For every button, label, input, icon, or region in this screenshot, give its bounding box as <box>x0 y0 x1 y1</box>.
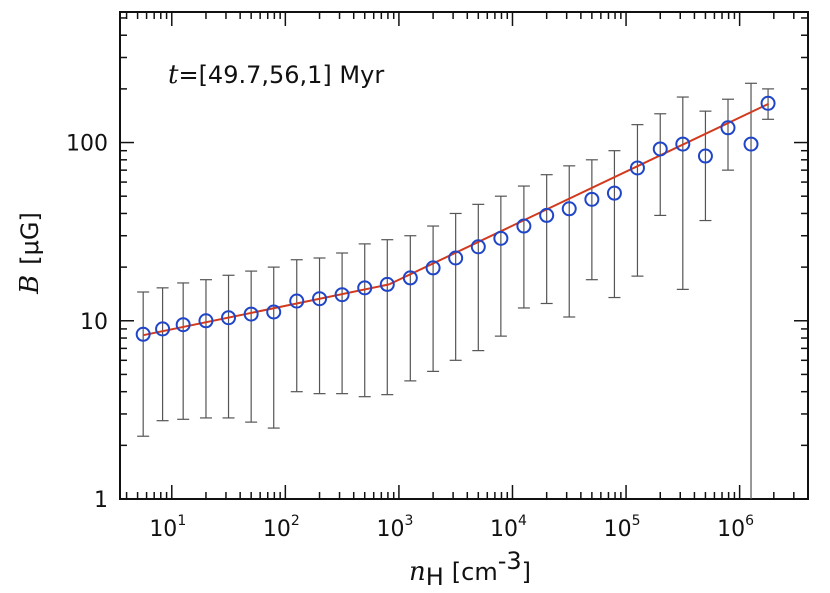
x-tick-label: 104 <box>490 513 527 542</box>
data-point <box>243 306 259 322</box>
major-ticks <box>120 12 808 500</box>
data-point <box>720 120 736 136</box>
x-tick-base: 10 <box>263 517 291 542</box>
fit-line <box>388 102 770 286</box>
x-tick-exponent: 1 <box>177 513 186 529</box>
x-tick-exponent: 3 <box>404 513 413 529</box>
x-tick-exponent: 5 <box>632 513 641 529</box>
x-axis-title: nH [cm-3] <box>409 547 531 591</box>
x-tick-label: 101 <box>149 513 186 542</box>
x-tick-exponent: 6 <box>745 513 754 529</box>
x-tick-base: 10 <box>604 517 632 542</box>
data-point <box>334 287 350 303</box>
data-point <box>402 270 418 286</box>
y-axis-title: B[μG] <box>15 212 45 295</box>
data-point <box>652 141 668 157</box>
data-point <box>198 313 214 329</box>
data-point <box>312 291 328 307</box>
x-tick-base: 10 <box>490 517 518 542</box>
data-point <box>221 310 237 326</box>
y-tick-label: 1 <box>94 488 108 513</box>
fit-line <box>142 283 390 337</box>
data-point <box>675 136 691 152</box>
data-point <box>516 218 532 234</box>
data-point <box>629 160 645 176</box>
x-tick-label: 103 <box>376 513 413 542</box>
data-point <box>470 239 486 255</box>
data-point <box>539 207 555 223</box>
data-point <box>697 148 713 164</box>
x-tick-label: 106 <box>717 513 754 542</box>
data-point <box>379 276 395 292</box>
data-point <box>448 250 464 266</box>
data-point <box>175 317 191 333</box>
data-point <box>493 230 509 246</box>
minor-ticks <box>120 12 808 499</box>
y-tick-label: 10 <box>80 310 108 335</box>
data-point <box>155 321 171 337</box>
y-tick-labels: 1 10 100 <box>66 132 108 513</box>
error-bars <box>137 82 775 499</box>
x-tick-label: 102 <box>263 513 300 542</box>
x-tick-label: 105 <box>604 513 641 542</box>
data-point <box>289 293 305 309</box>
data-point <box>584 191 600 207</box>
x-tick-exponent: 4 <box>518 513 527 529</box>
data-point <box>606 185 622 201</box>
data-point <box>425 260 441 276</box>
x-tick-base: 10 <box>149 517 177 542</box>
data-point <box>743 136 759 152</box>
annotation: t=[49.7,56,1] Myr <box>168 60 384 90</box>
data-points <box>135 95 776 342</box>
plot-frame <box>119 11 809 500</box>
data-point <box>561 201 577 217</box>
x-tick-base: 10 <box>717 517 745 542</box>
x-tick-base: 10 <box>376 517 404 542</box>
x-tick-exponent: 2 <box>291 513 300 529</box>
data-point <box>760 95 776 111</box>
data-point <box>357 280 373 296</box>
y-tick-label: 100 <box>66 132 108 157</box>
data-point <box>266 304 282 320</box>
x-tick-labels: 101 102 103 104 105 106 <box>149 513 754 542</box>
data-point <box>135 326 151 342</box>
